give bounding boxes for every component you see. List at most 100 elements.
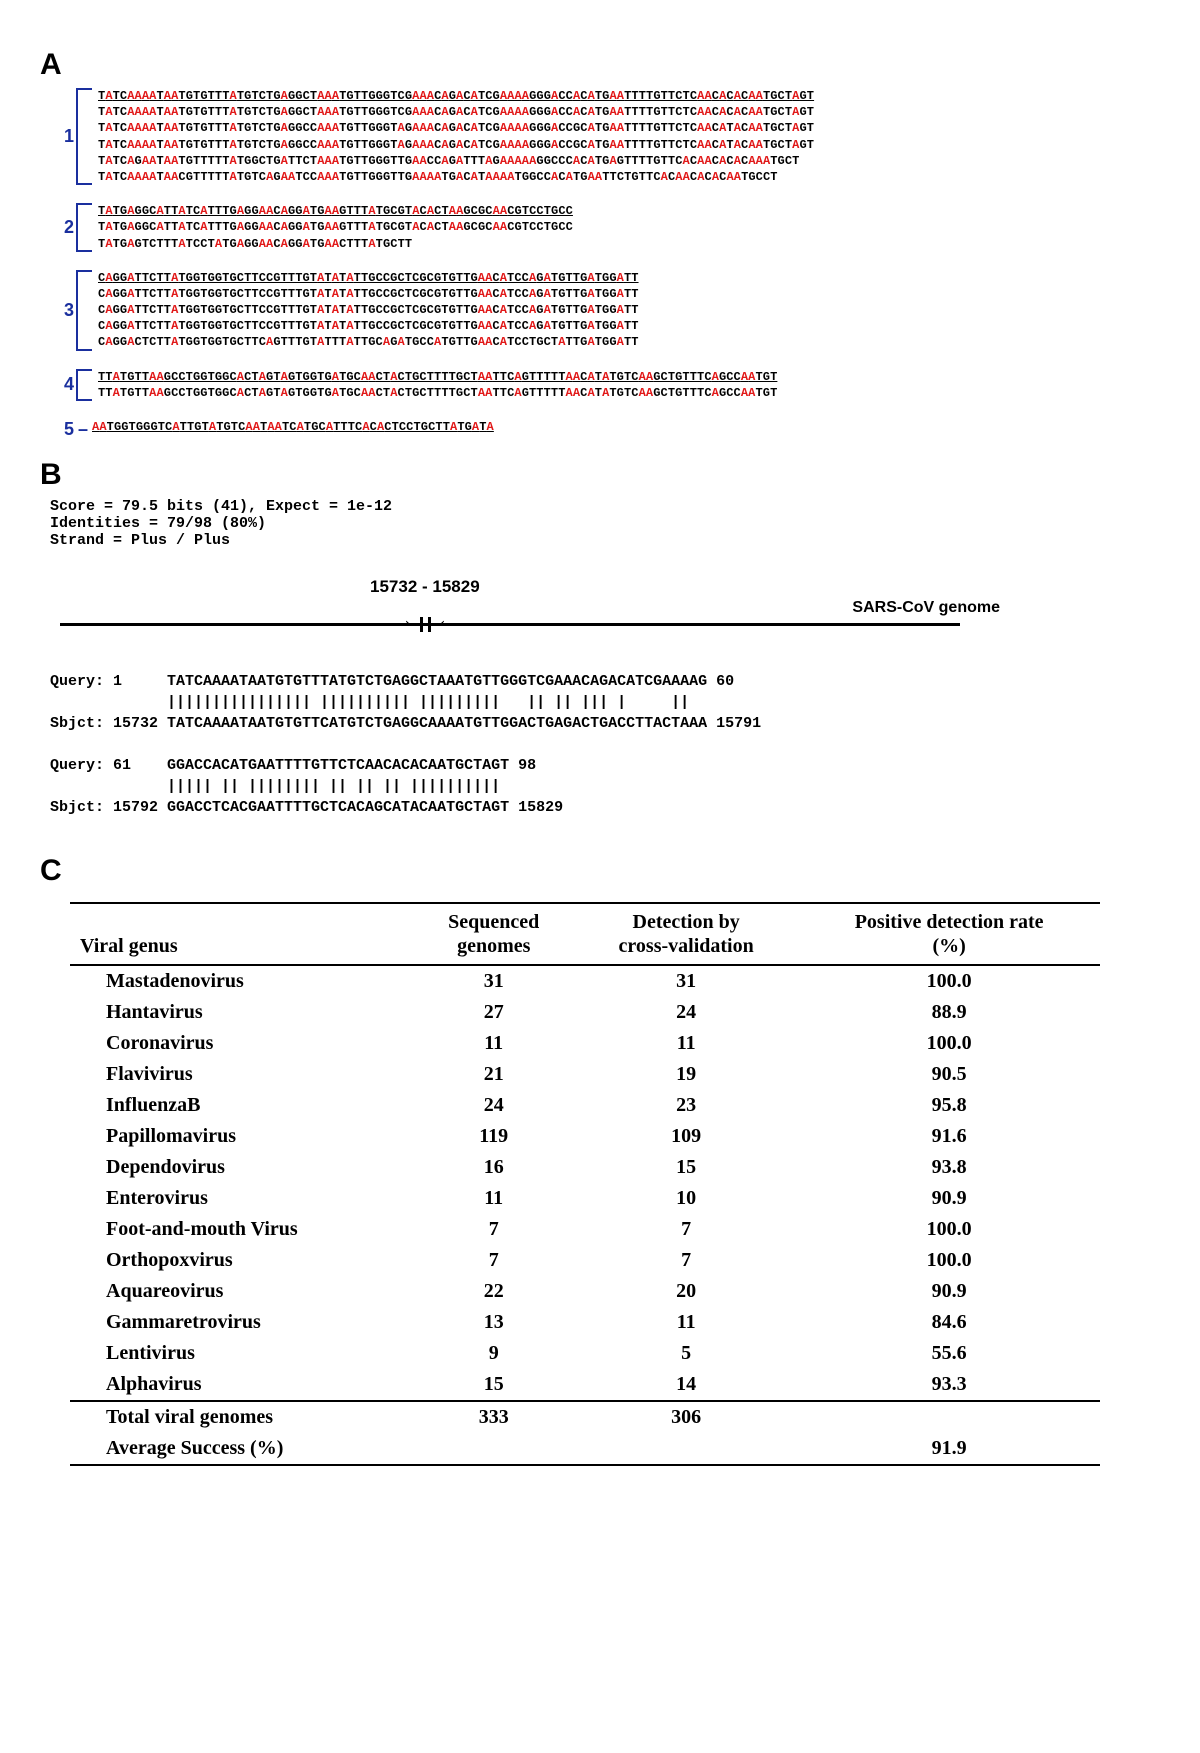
table-cell: Foot-and-mouth Virus [70,1214,413,1245]
blast-score-line: Score = 79.5 bits (41), Expect = 1e-12 [50,498,1160,515]
table-cell: Orthopoxvirus [70,1245,413,1276]
table-cell: 100.0 [798,1214,1100,1245]
table-cell: Flavivirus [70,1059,413,1090]
table-summary-row: Average Success (%) 91.9 [70,1433,1100,1465]
table-row: Lentivirus9555.6 [70,1338,1100,1369]
table-cell: 91.9 [798,1433,1100,1465]
table-cell: 306 [574,1401,798,1433]
table-cell: Mastadenovirus [70,965,413,997]
table-summary-row: Total viral genomes333306 [70,1401,1100,1433]
sequence-lines: TATCAAAATAATGTGTTTATGTCTGAGGCTAAATGTTGGG… [98,88,814,185]
table-cell: 84.6 [798,1307,1100,1338]
table-row: Dependovirus161593.8 [70,1152,1100,1183]
table-cell [413,1433,574,1465]
table-row: Papillomavirus11910991.6 [70,1121,1100,1152]
table-cell: Hantavirus [70,997,413,1028]
sequence-line: TATCAAAATAATGTGTTTATGTCTGAGGCCAAATGTTGGG… [98,120,814,136]
table-cell: Coronavirus [70,1028,413,1059]
table-cell: 21 [413,1059,574,1090]
table-cell: Total viral genomes [70,1401,413,1433]
bracket-icon [76,203,92,252]
table-cell: 14 [574,1369,798,1401]
table-cell: 13 [413,1307,574,1338]
table-cell: Average Success (%) [70,1433,413,1465]
sequence-line: TATCAGAATAATGTTTTTATGGCTGATTCTAAATGTTGGG… [98,153,814,169]
sars-genome-label: SARS-CoV genome [852,599,1000,617]
table-cell: 11 [574,1028,798,1059]
table-header-cell: Detection bycross-validation [574,903,798,965]
sequence-line: CAGGATTCTTATGGTGGTGCTTCCGTTTGTATATATTGCC… [98,270,639,286]
panel-a-sequence-groups: 1TATCAAAATAATGTGTTTATGTCTGAGGCTAAATGTTGG… [40,88,1160,440]
sequence-group: 5–AATGGTGGGTCATTGTATGTCAATAATCATGCATTTCA… [60,419,1160,440]
table-cell: 7 [574,1214,798,1245]
panel-b-letter: B [40,458,1160,492]
detection-rate-table: Viral genusSequencedgenomesDetection byc… [70,902,1100,1466]
table-cell: Alphavirus [70,1369,413,1401]
table-cell: 90.5 [798,1059,1100,1090]
table-header-row: Viral genusSequencedgenomesDetection byc… [70,903,1100,965]
sequence-line: AATGGTGGGTCATTGTATGTCAATAATCATGCATTTCACA… [92,419,494,435]
sequence-line: TATGAGGCATTATCATTTGAGGAACAGGATGAAGTTTATG… [98,219,573,235]
sequence-lines: CAGGATTCTTATGGTGGTGCTTCCGTTTGTATATATTGCC… [98,270,639,351]
table-cell: 31 [574,965,798,997]
bracket-icon [76,88,92,185]
table-cell: 55.6 [798,1338,1100,1369]
panel-b-header: Score = 79.5 bits (41), Expect = 1e-12 I… [50,498,1160,549]
sequence-lines: TTATGTTAAGCCTGGTGGCACTAGTAGTGGTGATGCAACT… [98,369,777,401]
table-cell: 100.0 [798,965,1100,997]
table-row: Alphavirus151493.3 [70,1369,1100,1401]
table-header-cell: Viral genus [70,903,413,965]
sequence-group: 3CAGGATTCTTATGGTGGTGCTTCCGTTTGTATATATTGC… [60,270,1160,351]
sequence-line: TTATGTTAAGCCTGGTGGCACTAGTAGTGGTGATGCAACT… [98,385,777,401]
table-cell: 90.9 [798,1183,1100,1214]
table-row: Foot-and-mouth Virus77100.0 [70,1214,1100,1245]
table-row: Orthopoxvirus77100.0 [70,1245,1100,1276]
table-cell: 10 [574,1183,798,1214]
table-row: Flavivirus211990.5 [70,1059,1100,1090]
table-cell: 7 [413,1245,574,1276]
arrow-left-icon: ← [436,609,458,631]
genome-baseline [60,623,960,626]
table-cell: 22 [413,1276,574,1307]
table-header-cell: Positive detection rate(%) [798,903,1100,965]
table-cell: 95.8 [798,1090,1100,1121]
sequence-line: CAGGATTCTTATGGTGGTGCTTCCGTTTGTATATATTGCC… [98,302,639,318]
table-cell: 5 [574,1338,798,1369]
table-cell: 7 [413,1214,574,1245]
table-cell: 93.3 [798,1369,1100,1401]
table-cell: Aquareovirus [70,1276,413,1307]
sequence-line: TATCAAAATAACGTTTTTATGTCAGAATCCAAATGTTGGG… [98,169,814,185]
table-cell: 15 [413,1369,574,1401]
table-cell: InfluenzaB [70,1090,413,1121]
sequence-line: TATCAAAATAATGTGTTTATGTCTGAGGCTAAATGTTGGG… [98,88,814,104]
table-cell: 20 [574,1276,798,1307]
sequence-line: CAGGATTCTTATGGTGGTGCTTCCGTTTGTATATATTGCC… [98,286,639,302]
table-cell: 100.0 [798,1028,1100,1059]
table-cell: 91.6 [798,1121,1100,1152]
table-cell: Lentivirus [70,1338,413,1369]
blast-identities-line: Identities = 79/98 (80%) [50,515,1160,532]
table-cell [574,1433,798,1465]
table-row: Hantavirus272488.9 [70,997,1100,1028]
panel-a-letter: A [40,48,1160,82]
table-cell: 90.9 [798,1276,1100,1307]
table-row: Aquareovirus222090.9 [70,1276,1100,1307]
sequence-line: TATGAGTCTTTATCCTATGAGGAACAGGATGAACTTTATG… [98,236,573,252]
sequence-lines: TATGAGGCATTATCATTTGAGGAACAGGATGAAGTTTATG… [98,203,573,252]
group-number: 4 [60,374,74,395]
sars-genome-diagram: 15732 - 15829 → ← SARS-CoV genome [60,571,960,641]
table-cell: 19 [574,1059,798,1090]
table-cell: 109 [574,1121,798,1152]
sequence-line: TATGAGGCATTATCATTTGAGGAACAGGATGAAGTTTATG… [98,203,573,219]
sequence-line: CAGGACTCTTATGGTGGTGCTTCAGTTTGTATTTATTGCA… [98,334,639,350]
table-cell: 93.8 [798,1152,1100,1183]
table-cell: 31 [413,965,574,997]
blast-alignment-block: Query: 1 TATCAAAATAATGTGTTTATGTCTGAGGCTA… [50,671,1160,818]
table-row: Gammaretrovirus131184.6 [70,1307,1100,1338]
sequence-line: TATCAAAATAATGTGTTTATGTCTGAGGCTAAATGTTGGG… [98,104,814,120]
group-number: 5 [60,419,74,440]
table-cell: 15 [574,1152,798,1183]
table-cell: 100.0 [798,1245,1100,1276]
sequence-group: 2TATGAGGCATTATCATTTGAGGAACAGGATGAAGTTTAT… [60,203,1160,252]
table-cell: 119 [413,1121,574,1152]
